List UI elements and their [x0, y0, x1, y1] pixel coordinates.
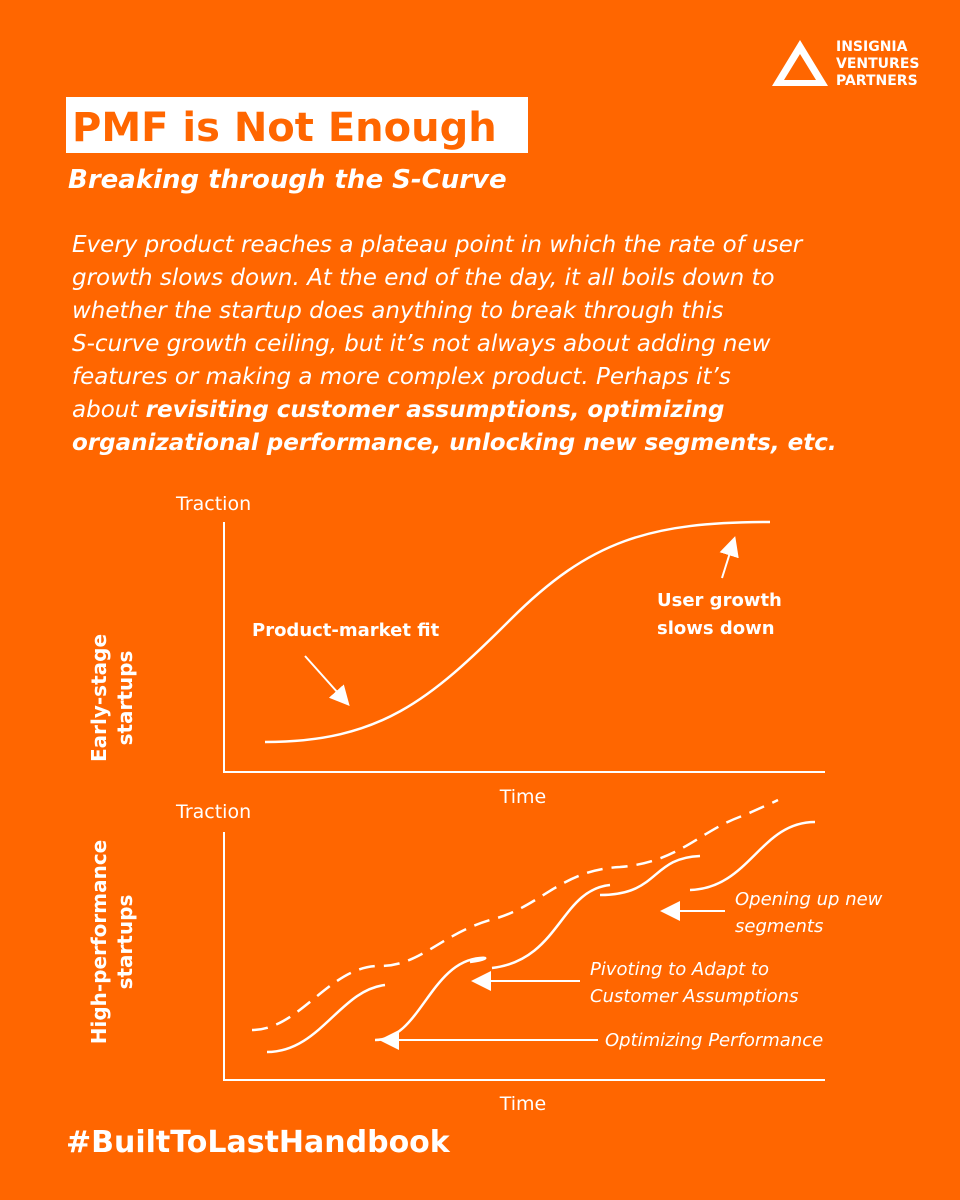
dashed-curve — [251, 798, 779, 1032]
paragraph-line: features or making a more complex produc… — [72, 364, 731, 390]
logo-text: INSIGNIA — [836, 39, 908, 55]
y-axis-label: Traction — [175, 801, 251, 823]
s-curve — [374, 956, 487, 1042]
axes — [223, 522, 825, 773]
paragraph-line: about revisiting customer assumptions, o… — [72, 397, 725, 423]
logo: INSIGNIA VENTURES PARTNERS — [772, 39, 919, 89]
paragraph-line: growth slows down. At the end of the day… — [72, 265, 775, 291]
logo-text: VENTURES — [836, 56, 919, 72]
annotation: segments — [735, 916, 823, 937]
s-curve — [599, 854, 701, 897]
s-curve — [264, 520, 771, 744]
s-curve — [689, 820, 816, 892]
subtitle: Breaking through the S-Curve — [68, 165, 507, 195]
text: Every product reaches a plateau point in… — [72, 232, 804, 258]
diagram-high: High-performance startups Traction Time … — [87, 798, 883, 1115]
paragraph-line: Every product reaches a plateau point in… — [72, 232, 804, 258]
text: whether the startup does anything to bre… — [72, 298, 724, 324]
paragraph: Every product reaches a plateau point in… — [72, 232, 837, 456]
annotation: Opening up new — [735, 889, 883, 910]
row-label: Early-stage — [87, 634, 111, 762]
logo-icon — [772, 40, 828, 86]
title: PMF is Not Enough — [72, 105, 497, 151]
row-label: High-performance — [87, 840, 111, 1045]
paragraph-line: organizational performance, unlocking ne… — [72, 430, 837, 456]
s-curve — [266, 983, 386, 1054]
arrow — [719, 536, 739, 579]
x-axis-label: Time — [499, 786, 547, 808]
annotation: Optimizing Performance — [605, 1030, 823, 1051]
annotation: slows down — [657, 618, 775, 639]
annotation: Product-market fit — [252, 620, 440, 641]
x-axis-label: Time — [499, 1093, 547, 1115]
paragraph-line: S-curve growth ceiling, but it’s not alw… — [72, 331, 771, 357]
text: S-curve growth ceiling, but it’s not alw… — [72, 331, 771, 357]
title-box — [66, 97, 528, 153]
arrow — [304, 655, 350, 706]
axes — [223, 832, 825, 1081]
text: about — [72, 397, 146, 423]
row-label: startups — [113, 651, 137, 746]
logo-text: PARTNERS — [836, 73, 918, 89]
diagram-early: Early-stage startups Traction Time Produ… — [87, 493, 825, 808]
hashtag: #BuiltToLastHandbook — [66, 1125, 451, 1160]
text: features or making a more complex produc… — [72, 364, 731, 390]
bold-text: organizational performance, unlocking ne… — [72, 430, 837, 456]
paragraph-line: whether the startup does anything to bre… — [72, 298, 724, 324]
row-label: startups — [113, 895, 137, 990]
annotation: User growth — [657, 590, 782, 611]
annotation: Pivoting to Adapt to — [590, 959, 769, 980]
s-curve — [491, 883, 611, 970]
annotation: Customer Assumptions — [590, 986, 798, 1007]
bold-text: revisiting customer assumptions, optimiz… — [146, 397, 725, 423]
y-axis-label: Traction — [175, 493, 251, 515]
text: growth slows down. At the end of the day… — [72, 265, 775, 291]
